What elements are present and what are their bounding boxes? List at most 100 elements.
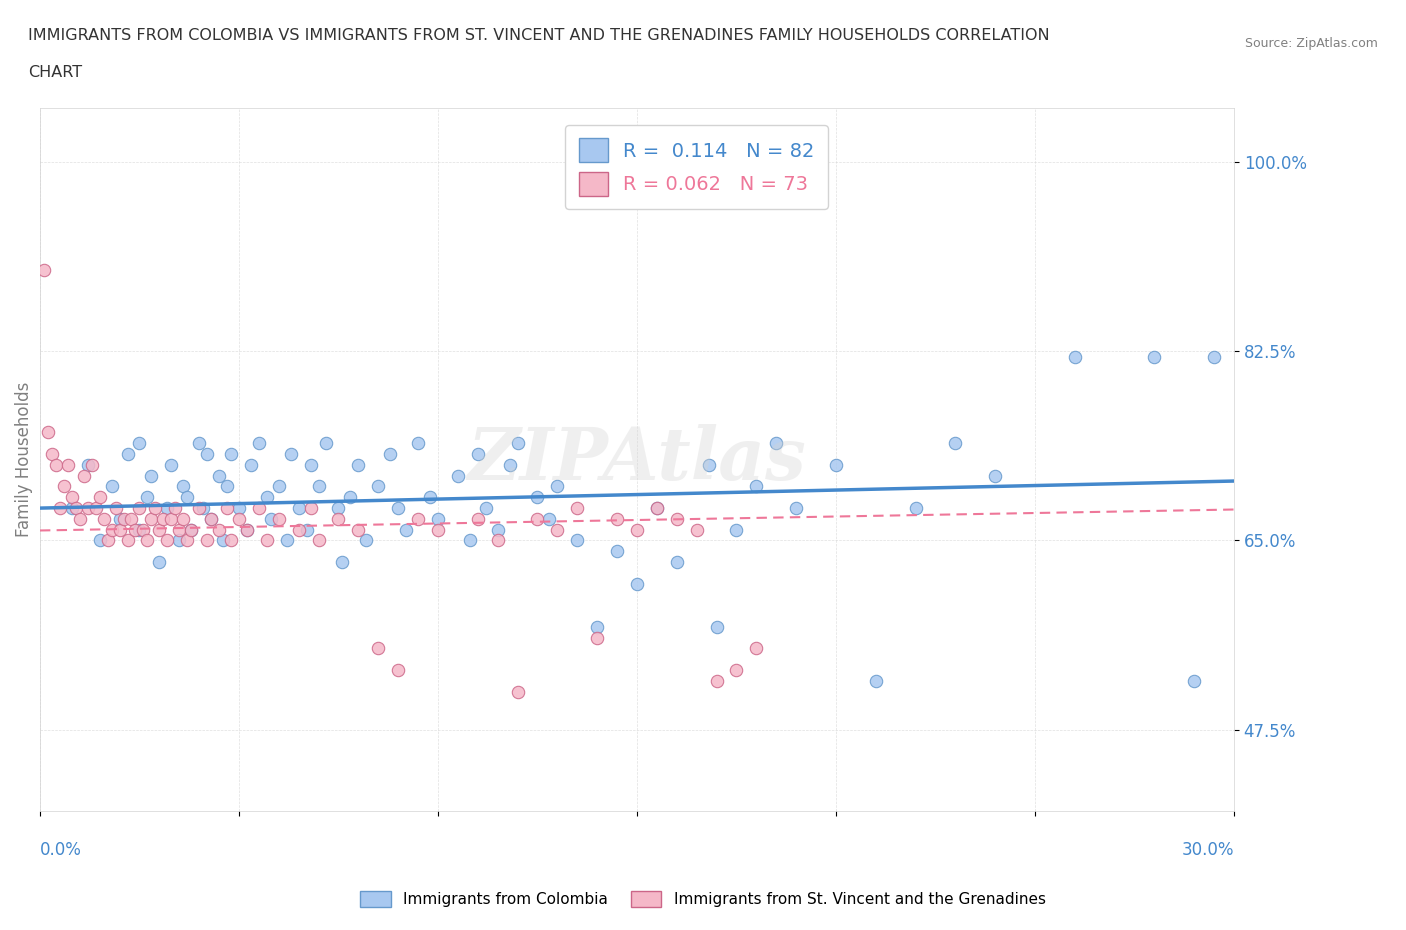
- Point: [180, 522, 202, 537]
- Point: [1143, 349, 1166, 364]
- Point: [486, 522, 509, 537]
- Point: [308, 479, 330, 494]
- Point: [172, 512, 194, 526]
- Point: [65, 500, 87, 515]
- Point: [697, 458, 720, 472]
- Point: [176, 490, 198, 505]
- Point: [426, 522, 449, 537]
- Point: [191, 500, 214, 515]
- Point: [167, 522, 190, 537]
- Point: [1063, 349, 1085, 364]
- Point: [765, 435, 787, 450]
- Point: [745, 479, 768, 494]
- Point: [467, 512, 489, 526]
- Point: [287, 500, 309, 515]
- Point: [295, 522, 318, 537]
- Point: [141, 512, 163, 526]
- Point: [73, 468, 96, 483]
- Point: [256, 533, 278, 548]
- Legend: R =  0.114   N = 82, R = 0.062   N = 73: R = 0.114 N = 82, R = 0.062 N = 73: [565, 125, 828, 209]
- Point: [195, 446, 218, 461]
- Point: [725, 522, 748, 537]
- Point: [447, 468, 470, 483]
- Point: [260, 512, 283, 526]
- Point: [406, 512, 429, 526]
- Point: [1182, 673, 1205, 688]
- Point: [219, 446, 242, 461]
- Point: [299, 500, 322, 515]
- Point: [256, 490, 278, 505]
- Text: ZIPAtlas: ZIPAtlas: [468, 424, 806, 495]
- Point: [60, 490, 83, 505]
- Point: [112, 512, 135, 526]
- Text: 0.0%: 0.0%: [39, 842, 82, 859]
- Point: [172, 479, 194, 494]
- Point: [419, 490, 441, 505]
- Point: [865, 673, 887, 688]
- Point: [1202, 349, 1225, 364]
- Point: [567, 533, 589, 548]
- Point: [645, 500, 668, 515]
- Point: [665, 512, 688, 526]
- Point: [943, 435, 966, 450]
- Point: [725, 663, 748, 678]
- Point: [143, 500, 166, 515]
- Point: [506, 435, 529, 450]
- Point: [299, 458, 322, 472]
- Point: [188, 500, 211, 515]
- Point: [32, 262, 55, 277]
- Point: [60, 500, 83, 515]
- Point: [212, 533, 235, 548]
- Point: [121, 512, 143, 526]
- Point: [706, 619, 728, 634]
- Point: [76, 458, 98, 472]
- Point: [56, 458, 79, 472]
- Point: [136, 533, 159, 548]
- Point: [141, 468, 163, 483]
- Point: [665, 554, 688, 569]
- Point: [176, 533, 198, 548]
- Point: [219, 533, 242, 548]
- Point: [89, 490, 111, 505]
- Point: [160, 458, 183, 472]
- Point: [526, 490, 548, 505]
- Point: [180, 522, 202, 537]
- Point: [93, 512, 115, 526]
- Point: [124, 522, 146, 537]
- Point: [645, 500, 668, 515]
- Point: [156, 500, 179, 515]
- Point: [267, 479, 290, 494]
- Point: [387, 500, 409, 515]
- Point: [156, 533, 179, 548]
- Point: [538, 512, 561, 526]
- Point: [239, 458, 262, 472]
- Text: CHART: CHART: [28, 65, 82, 80]
- Point: [76, 500, 98, 515]
- Point: [387, 663, 409, 678]
- Point: [567, 500, 589, 515]
- Point: [498, 458, 520, 472]
- Point: [136, 490, 159, 505]
- Point: [825, 458, 848, 472]
- Text: Source: ZipAtlas.com: Source: ZipAtlas.com: [1244, 37, 1378, 50]
- Point: [117, 533, 139, 548]
- Point: [984, 468, 1007, 483]
- Point: [395, 522, 418, 537]
- Point: [426, 512, 449, 526]
- Point: [546, 522, 568, 537]
- Point: [586, 631, 609, 645]
- Point: [69, 512, 91, 526]
- Point: [745, 641, 768, 656]
- Point: [117, 446, 139, 461]
- Point: [339, 490, 361, 505]
- Point: [128, 435, 150, 450]
- Point: [89, 533, 111, 548]
- Point: [100, 522, 122, 537]
- Point: [367, 479, 389, 494]
- Point: [128, 500, 150, 515]
- Point: [467, 446, 489, 461]
- Point: [526, 512, 548, 526]
- Point: [165, 500, 187, 515]
- Point: [458, 533, 481, 548]
- Point: [160, 512, 183, 526]
